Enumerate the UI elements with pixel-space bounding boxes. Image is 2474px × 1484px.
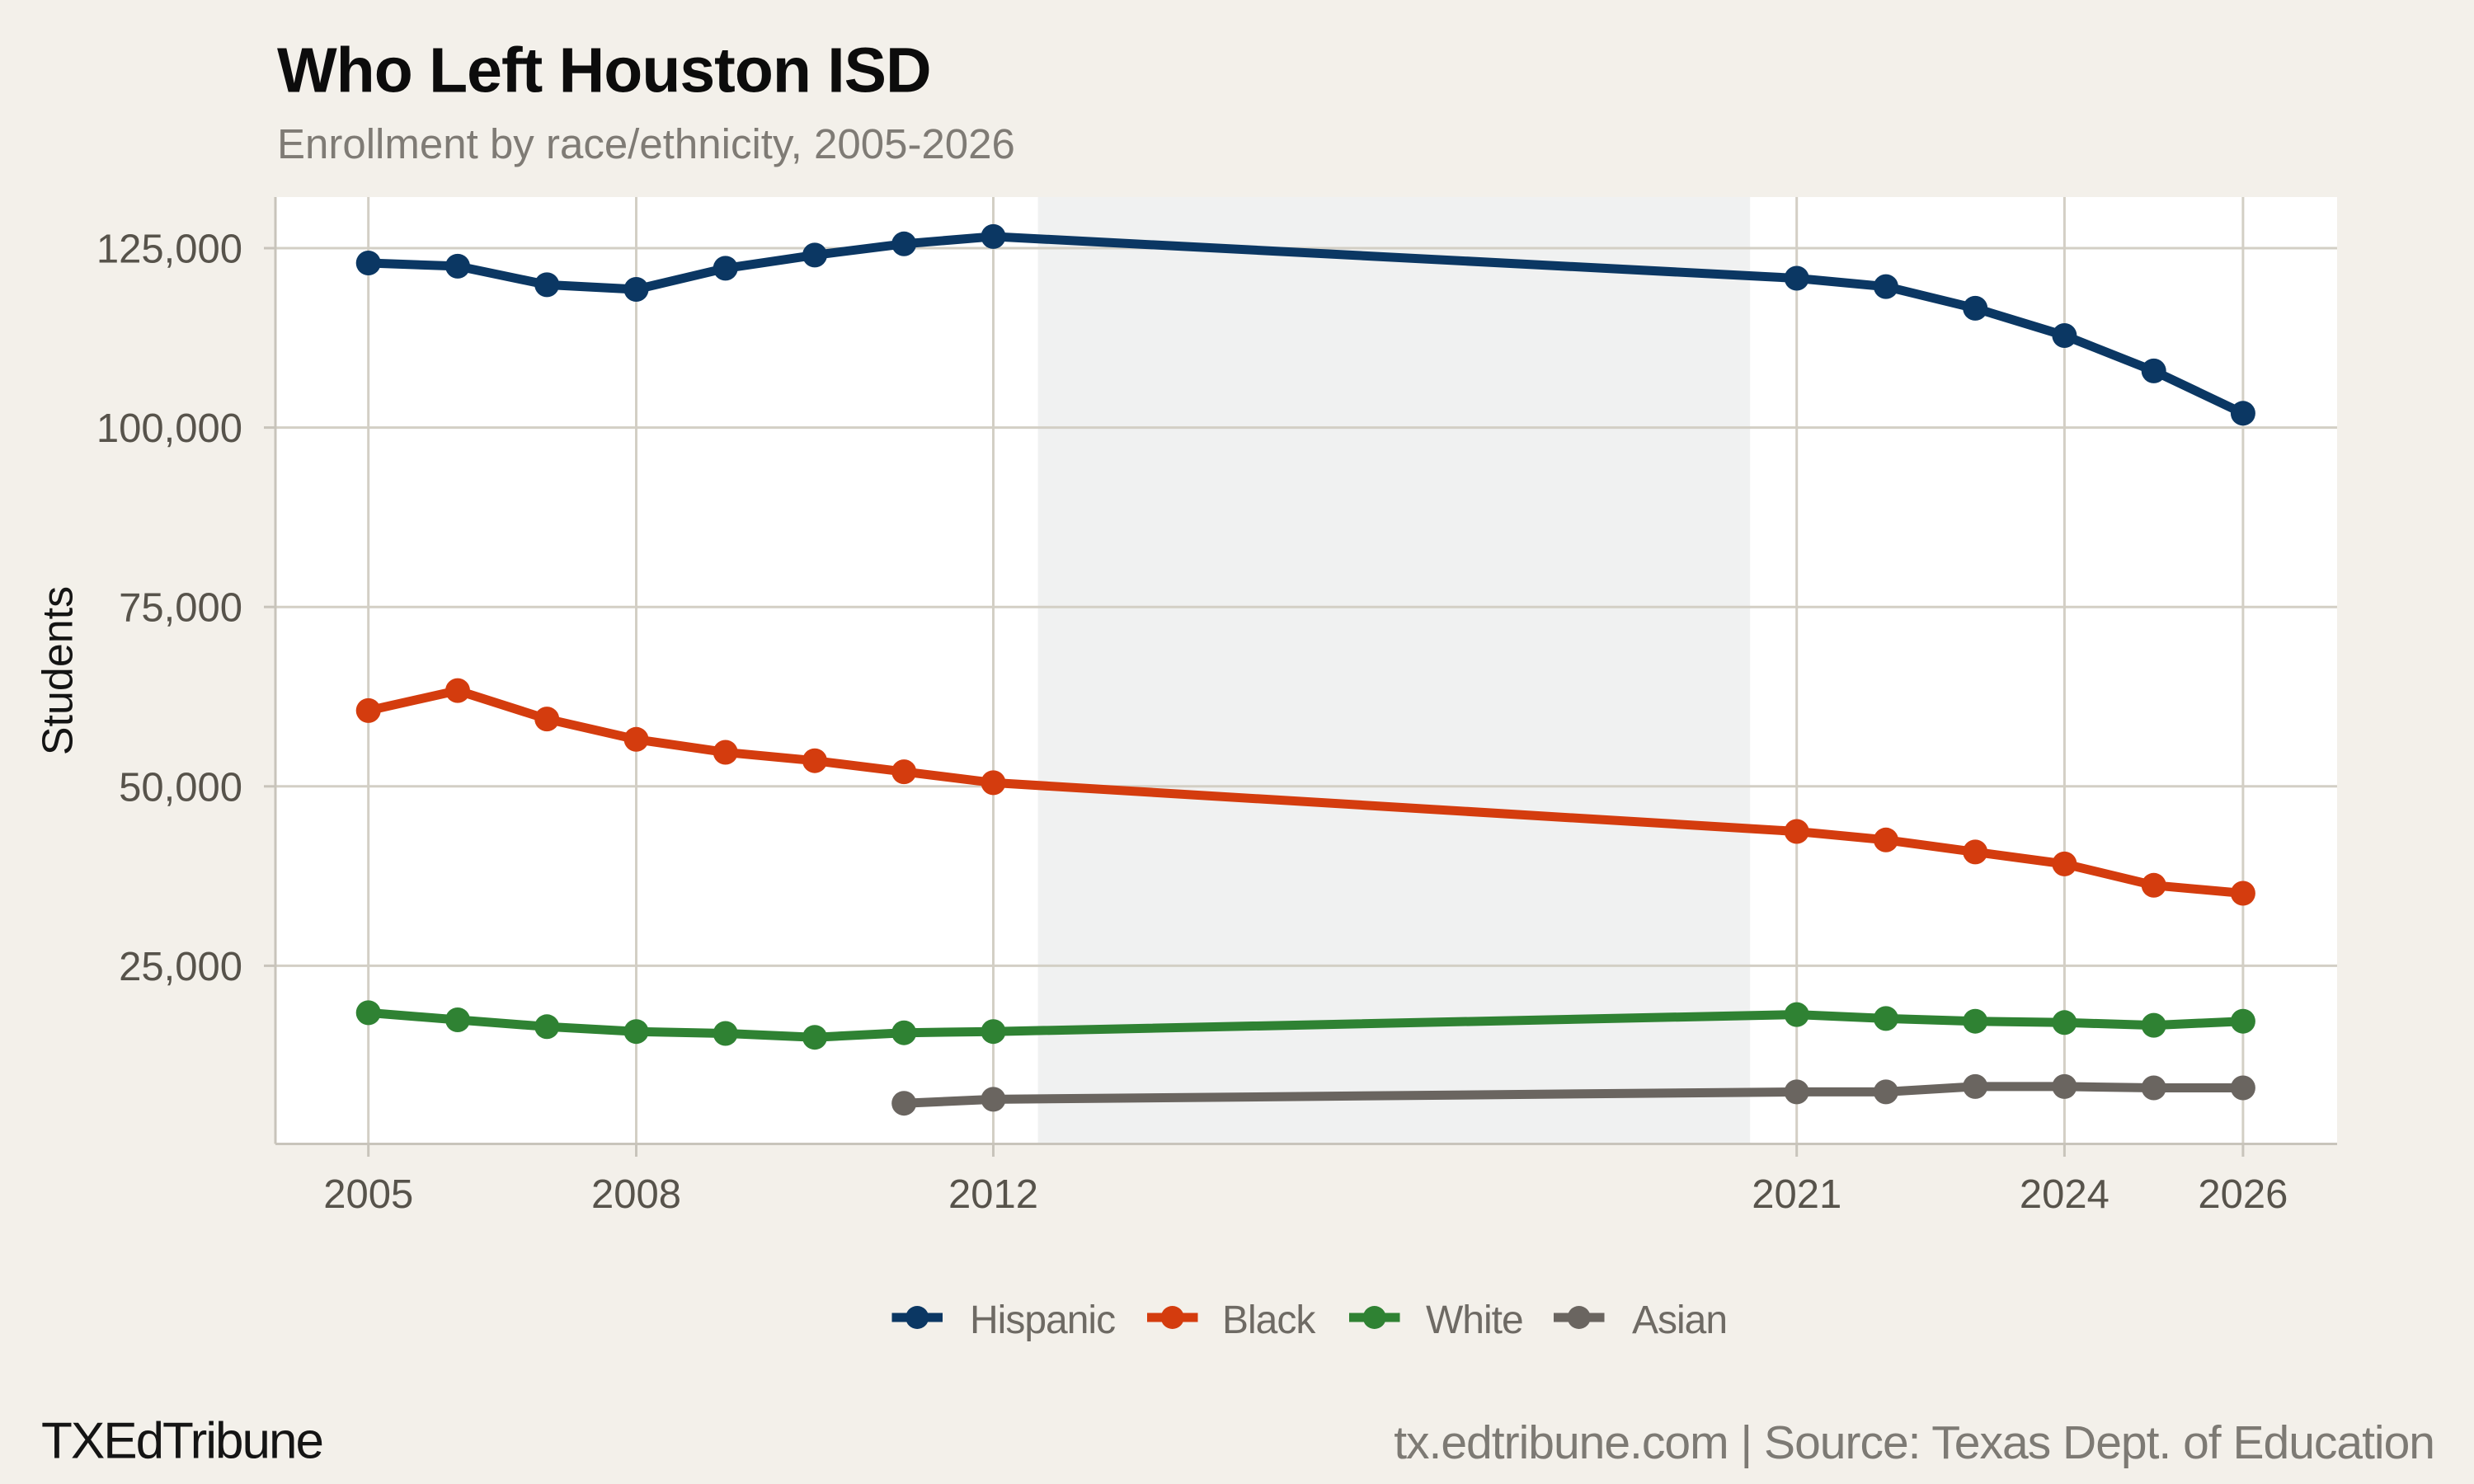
svg-text:125,000: 125,000 [96,228,242,272]
svg-text:Who Left Houston ISD: Who Left Houston ISD [277,35,931,106]
svg-text:25,000: 25,000 [119,945,242,989]
svg-text:75,000: 75,000 [119,586,242,631]
svg-text:Students: Students [35,586,82,755]
svg-text:50,000: 50,000 [119,765,242,810]
svg-text:tx.edtribune.com | Source: Tex: tx.edtribune.com | Source: Texas Dept. o… [1394,1416,2434,1469]
svg-text:Enrollment by race/ethnicity,: Enrollment by race/ethnicity, 2005-2026 [277,120,1015,167]
svg-text:2021: 2021 [1752,1172,1841,1217]
svg-text:2012: 2012 [948,1172,1038,1217]
svg-text:100,000: 100,000 [96,406,242,451]
svg-text:White: White [1426,1298,1523,1342]
svg-text:Hispanic: Hispanic [970,1298,1115,1342]
svg-text:2005: 2005 [323,1172,413,1217]
svg-text:Black: Black [1222,1298,1316,1342]
svg-text:2008: 2008 [591,1172,681,1217]
svg-text:Asian: Asian [1632,1298,1727,1342]
svg-text:2026: 2026 [2198,1172,2288,1217]
svg-text:TXEdTribune: TXEdTribune [41,1413,322,1470]
svg-text:2024: 2024 [2020,1172,2109,1217]
